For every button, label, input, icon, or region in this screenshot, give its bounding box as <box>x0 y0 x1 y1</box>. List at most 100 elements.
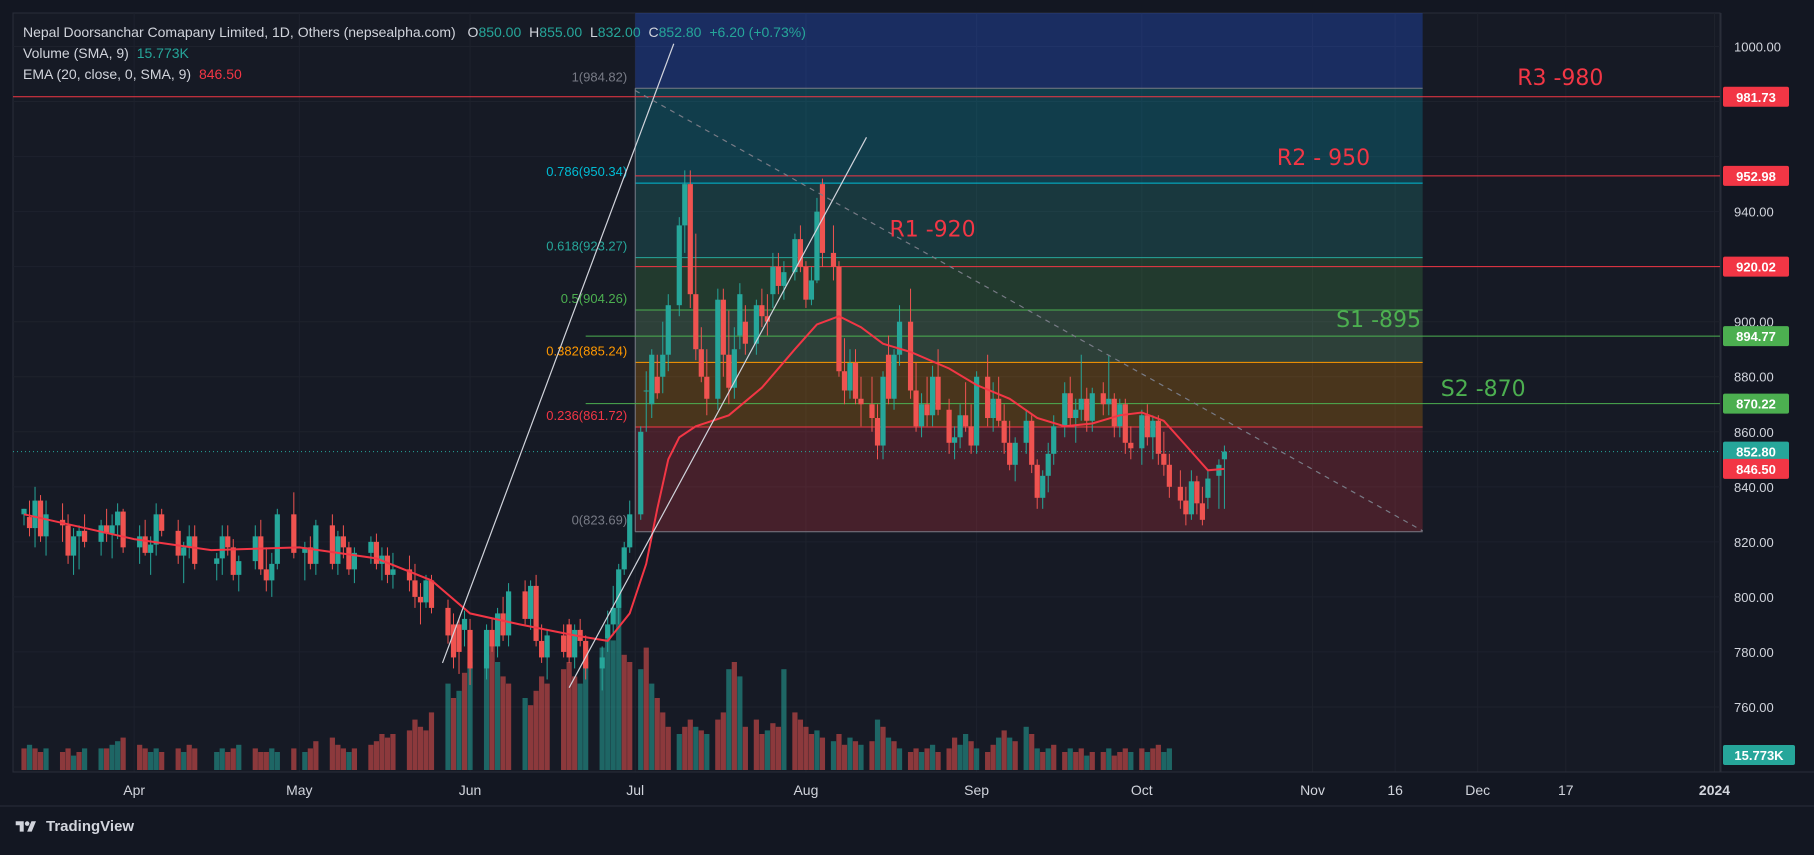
candle-body[interactable] <box>1106 398 1112 405</box>
candle-body[interactable] <box>219 536 225 559</box>
candle-body[interactable] <box>32 500 38 529</box>
candle-body[interactable] <box>1188 481 1194 515</box>
candle-body[interactable] <box>660 354 666 377</box>
plot-area[interactable] <box>12 12 1721 773</box>
candle-body[interactable] <box>1067 393 1073 419</box>
candle-body[interactable] <box>698 349 704 377</box>
candle-body[interactable] <box>808 280 815 300</box>
candle-body[interactable] <box>346 547 352 570</box>
candle-body[interactable] <box>869 404 875 419</box>
candle-body[interactable] <box>186 536 192 548</box>
candle-body[interactable] <box>329 525 335 564</box>
candle-body[interactable] <box>1045 453 1051 476</box>
candle-body[interactable] <box>373 541 380 564</box>
candle-body[interactable] <box>929 376 936 416</box>
candle-body[interactable] <box>918 404 925 427</box>
candle-body[interactable] <box>907 321 914 391</box>
candle-body[interactable] <box>792 239 798 273</box>
candle-body[interactable] <box>263 569 269 581</box>
candle-body[interactable] <box>957 415 963 438</box>
candle-body[interactable] <box>1034 464 1040 498</box>
candle-body[interactable] <box>814 211 820 281</box>
candle-body[interactable] <box>704 376 710 399</box>
candle-body[interactable] <box>274 514 280 564</box>
candle-body[interactable] <box>500 613 506 636</box>
candle-body[interactable] <box>1089 393 1095 421</box>
candle-body[interactable] <box>65 525 71 556</box>
legend-ema-row[interactable]: EMA (20, close, 0, SMA, 9) 846.50 <box>23 64 806 85</box>
trendline[interactable] <box>441 43 675 664</box>
sr-annotation[interactable]: R1 -920 <box>889 217 975 242</box>
candle-body[interactable] <box>841 371 848 391</box>
candle-body[interactable] <box>120 511 126 548</box>
candle-body[interactable] <box>852 362 859 399</box>
candle-body[interactable] <box>1161 453 1167 465</box>
candle-body[interactable] <box>990 398 996 419</box>
candle-body[interactable] <box>974 376 980 446</box>
candle-body[interactable] <box>1073 409 1079 419</box>
candle-body[interactable] <box>610 607 616 625</box>
candle-body[interactable] <box>1007 442 1013 465</box>
candle-body[interactable] <box>1122 404 1128 443</box>
candle-body[interactable] <box>764 316 770 322</box>
candle-body[interactable] <box>192 536 198 564</box>
candle-body[interactable] <box>731 349 737 388</box>
candle-body[interactable] <box>583 640 589 669</box>
candle-body[interactable] <box>753 305 759 344</box>
candle-body[interactable] <box>803 266 809 300</box>
candle-body[interactable] <box>996 398 1002 421</box>
candle-body[interactable] <box>1084 398 1090 421</box>
candle-body[interactable] <box>21 508 27 515</box>
candle-body[interactable] <box>665 305 671 355</box>
candle-body[interactable] <box>616 569 622 608</box>
candle-body[interactable] <box>98 525 104 542</box>
candle-body[interactable] <box>1078 398 1084 410</box>
candle-body[interactable] <box>406 569 413 581</box>
candle-body[interactable] <box>1128 442 1134 449</box>
candle-body[interactable] <box>43 514 49 537</box>
candle-body[interactable] <box>539 640 545 658</box>
candle-body[interactable] <box>76 530 82 537</box>
candle-body[interactable] <box>885 354 892 399</box>
candle-body[interactable] <box>924 404 930 416</box>
candle-body[interactable] <box>797 239 804 267</box>
candle-body[interactable] <box>775 266 781 286</box>
candle-body[interactable] <box>461 618 468 630</box>
candle-body[interactable] <box>1001 420 1007 443</box>
candle-body[interactable] <box>726 354 732 388</box>
candle-body[interactable] <box>225 536 231 548</box>
candle-body[interactable] <box>654 376 660 394</box>
price-axis[interactable] <box>1721 0 1814 850</box>
candle-body[interactable] <box>230 547 236 575</box>
candle-body[interactable] <box>858 398 864 405</box>
candle-body[interactable] <box>952 437 958 443</box>
candle-body[interactable] <box>533 585 539 641</box>
candle-body[interactable] <box>847 362 853 391</box>
candle-body[interactable] <box>643 390 649 392</box>
candle-body[interactable] <box>412 580 418 597</box>
candle-body[interactable] <box>946 409 952 443</box>
candle-body[interactable] <box>175 530 181 556</box>
candle-body[interactable] <box>1199 503 1205 520</box>
sr-annotation[interactable]: S2 -870 <box>1441 377 1526 402</box>
candle-body[interactable] <box>417 596 424 603</box>
sr-annotation[interactable]: R3 -980 <box>1517 66 1603 91</box>
candle-body[interactable] <box>781 272 787 286</box>
candle-body[interactable] <box>1023 420 1029 443</box>
candle-body[interactable] <box>1062 393 1068 427</box>
candle-body[interactable] <box>1166 464 1172 487</box>
candle-body[interactable] <box>676 225 682 306</box>
candle-body[interactable] <box>638 431 644 515</box>
candle-body[interactable] <box>687 184 693 295</box>
candle-body[interactable] <box>109 525 115 534</box>
dashed-trendline[interactable] <box>634 90 1423 532</box>
candle-body[interactable] <box>891 354 897 399</box>
candle-body[interactable] <box>599 657 605 669</box>
candle-body[interactable] <box>715 299 721 399</box>
candle-body[interactable] <box>561 635 567 652</box>
legend-volume-row[interactable]: Volume (SMA, 9) 15.773K <box>23 43 806 64</box>
tradingview-logo[interactable]: TradingView <box>12 818 134 835</box>
candle-body[interactable] <box>572 629 578 658</box>
candle-body[interactable] <box>742 321 748 344</box>
